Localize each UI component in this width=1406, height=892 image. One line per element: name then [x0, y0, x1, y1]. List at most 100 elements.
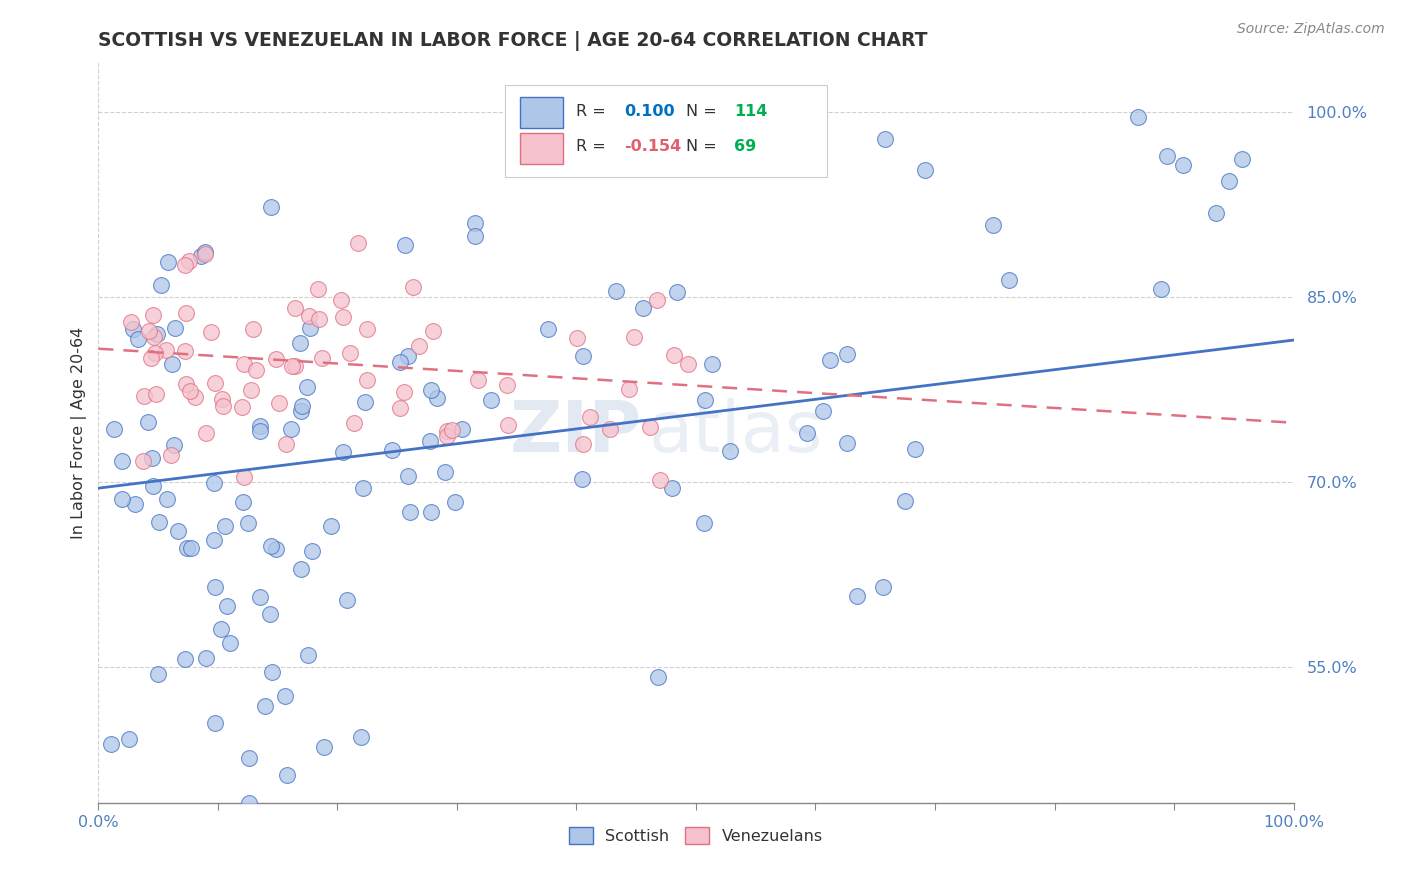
Point: [835, 347, 858, 361]
Point: [419, 384, 441, 398]
Point: [311, 351, 333, 366]
Point: [194, 245, 217, 260]
Point: [276, 768, 298, 782]
Point: [422, 324, 444, 338]
Point: [267, 396, 290, 410]
Legend: Scottish, Venezuelans: Scottish, Venezuelans: [562, 821, 830, 850]
Point: [139, 351, 162, 365]
Point: [464, 229, 486, 244]
Point: [837, 436, 859, 450]
Point: [288, 336, 311, 351]
Point: [496, 378, 519, 392]
Point: [157, 255, 180, 269]
Point: [352, 481, 374, 495]
Point: [209, 622, 232, 636]
Point: [811, 404, 834, 418]
Point: [314, 739, 336, 754]
Point: [1156, 149, 1178, 163]
Point: [1171, 157, 1194, 171]
Point: [388, 354, 411, 368]
Point: [211, 392, 233, 406]
Point: [150, 278, 173, 293]
Point: [343, 416, 366, 430]
Point: [678, 357, 700, 371]
Point: [631, 301, 654, 315]
Point: [176, 541, 198, 556]
Point: [399, 505, 422, 519]
Point: [441, 423, 464, 437]
Point: [389, 401, 412, 415]
Point: [195, 426, 218, 441]
Text: -0.154: -0.154: [624, 139, 682, 154]
Point: [419, 505, 441, 519]
Point: [146, 326, 169, 341]
Point: [496, 418, 519, 433]
Point: [212, 399, 235, 413]
Point: [249, 419, 271, 434]
Point: [124, 497, 146, 511]
Point: [111, 454, 134, 468]
Text: ZIP: ZIP: [510, 398, 643, 467]
Text: R =: R =: [576, 103, 612, 119]
Text: SCOTTISH VS VENEZUELAN IN LABOR FORCE | AGE 20-64 CORRELATION CHART: SCOTTISH VS VENEZUELAN IN LABOR FORCE | …: [98, 30, 928, 51]
Point: [232, 357, 254, 371]
Point: [650, 473, 672, 487]
FancyBboxPatch shape: [505, 85, 827, 178]
Point: [103, 422, 125, 436]
Point: [664, 348, 686, 362]
Point: [873, 131, 896, 145]
Point: [295, 380, 318, 394]
Point: [381, 443, 404, 458]
Point: [238, 751, 260, 765]
Point: [700, 357, 723, 371]
Text: N =: N =: [686, 139, 723, 154]
Point: [319, 518, 342, 533]
Point: [914, 163, 936, 178]
Point: [156, 492, 179, 507]
Point: [132, 454, 155, 468]
Point: [330, 293, 353, 308]
Point: [693, 392, 716, 407]
Point: [245, 363, 267, 377]
Point: [264, 542, 287, 557]
Point: [1150, 282, 1173, 296]
Point: [599, 422, 621, 436]
Point: [166, 524, 188, 539]
Point: [118, 731, 141, 746]
Point: [143, 346, 166, 360]
Point: [661, 482, 683, 496]
Point: [617, 382, 640, 396]
Point: [645, 293, 668, 307]
Point: [249, 424, 271, 438]
Point: [179, 384, 201, 398]
Point: [284, 301, 307, 316]
Point: [290, 399, 312, 413]
Y-axis label: In Labor Force | Age 20-64: In Labor Force | Age 20-64: [72, 326, 87, 539]
Point: [426, 391, 449, 405]
Point: [436, 429, 458, 443]
Point: [434, 465, 457, 479]
Point: [419, 434, 441, 448]
Point: [274, 437, 297, 451]
Point: [356, 322, 378, 336]
Point: [200, 325, 222, 339]
Point: [174, 651, 197, 665]
Point: [231, 401, 253, 415]
Point: [249, 590, 271, 604]
Point: [260, 539, 283, 553]
Point: [142, 479, 165, 493]
Point: [666, 285, 689, 299]
Point: [298, 310, 321, 324]
Point: [204, 580, 226, 594]
FancyBboxPatch shape: [520, 97, 564, 128]
Point: [127, 332, 149, 346]
Point: [299, 320, 322, 334]
Point: [194, 247, 217, 261]
Point: [280, 422, 302, 436]
Point: [260, 200, 283, 214]
Point: [163, 321, 186, 335]
Point: [284, 359, 307, 373]
Point: [142, 308, 165, 322]
Point: [141, 451, 163, 466]
Point: [179, 253, 201, 268]
